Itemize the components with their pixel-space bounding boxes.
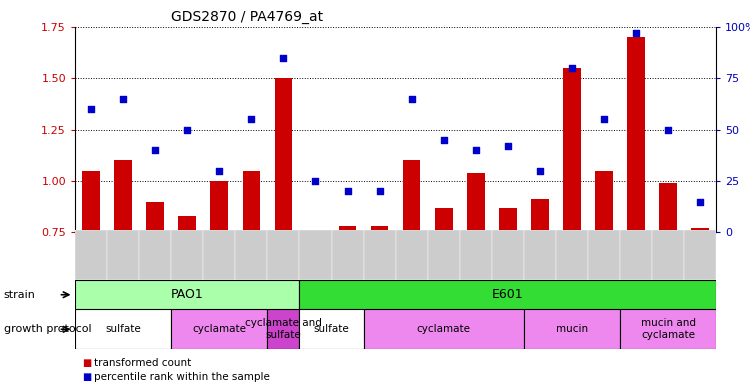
Point bbox=[662, 126, 674, 132]
Bar bbox=[556, 230, 588, 280]
Bar bbox=[403, 161, 421, 384]
Bar bbox=[307, 238, 324, 384]
Bar bbox=[171, 230, 203, 280]
Bar bbox=[620, 230, 652, 280]
Text: ■: ■ bbox=[82, 372, 92, 382]
Bar bbox=[396, 230, 427, 280]
Bar bbox=[267, 309, 299, 349]
Text: strain: strain bbox=[4, 290, 36, 300]
Text: transformed count: transformed count bbox=[94, 358, 191, 368]
Bar bbox=[435, 208, 452, 384]
Bar bbox=[299, 309, 364, 349]
Bar bbox=[467, 173, 484, 384]
Bar bbox=[692, 228, 709, 384]
Bar bbox=[652, 230, 684, 280]
Text: percentile rank within the sample: percentile rank within the sample bbox=[94, 372, 270, 382]
Text: ■: ■ bbox=[82, 358, 92, 368]
Bar bbox=[140, 230, 171, 280]
Bar bbox=[211, 181, 228, 384]
Bar bbox=[427, 230, 460, 280]
Point bbox=[438, 137, 450, 143]
Bar bbox=[171, 309, 267, 349]
Bar bbox=[596, 170, 613, 384]
Point bbox=[374, 188, 386, 194]
Point bbox=[630, 30, 642, 36]
Text: mucin: mucin bbox=[556, 324, 588, 334]
Bar bbox=[370, 226, 388, 384]
Bar bbox=[563, 68, 580, 384]
Text: mucin and
cyclamate: mucin and cyclamate bbox=[640, 318, 696, 340]
Point bbox=[598, 116, 610, 122]
Bar bbox=[524, 309, 620, 349]
Bar bbox=[332, 230, 364, 280]
Bar bbox=[82, 170, 100, 384]
Bar bbox=[499, 208, 517, 384]
Text: sulfate: sulfate bbox=[105, 324, 141, 334]
Text: cyclamate and
sulfate: cyclamate and sulfate bbox=[245, 318, 322, 340]
Bar bbox=[364, 230, 396, 280]
Bar bbox=[236, 230, 267, 280]
Point bbox=[117, 96, 129, 102]
Point bbox=[694, 199, 706, 205]
Bar bbox=[178, 216, 196, 384]
Text: sulfate: sulfate bbox=[314, 324, 350, 334]
Point bbox=[149, 147, 161, 153]
Bar bbox=[242, 170, 260, 384]
Bar bbox=[75, 309, 171, 349]
Bar bbox=[146, 202, 164, 384]
Point bbox=[278, 55, 290, 61]
Bar bbox=[492, 230, 524, 280]
Point bbox=[245, 116, 257, 122]
Bar bbox=[531, 199, 549, 384]
Bar bbox=[274, 78, 292, 384]
Text: GDS2870 / PA4769_at: GDS2870 / PA4769_at bbox=[171, 10, 323, 25]
Point bbox=[213, 167, 225, 174]
Point bbox=[534, 167, 546, 174]
Bar bbox=[267, 230, 299, 280]
Bar bbox=[107, 230, 140, 280]
Bar bbox=[460, 230, 492, 280]
Bar bbox=[75, 280, 299, 309]
Bar bbox=[114, 161, 132, 384]
Bar bbox=[620, 309, 716, 349]
Bar bbox=[299, 230, 332, 280]
Bar bbox=[684, 230, 716, 280]
Text: growth protocol: growth protocol bbox=[4, 324, 92, 334]
Bar bbox=[203, 230, 236, 280]
Point bbox=[566, 65, 578, 71]
Text: cyclamate: cyclamate bbox=[192, 324, 246, 334]
Point bbox=[502, 143, 514, 149]
Point bbox=[85, 106, 97, 112]
Point bbox=[310, 178, 322, 184]
Bar bbox=[364, 309, 524, 349]
Bar bbox=[524, 230, 556, 280]
Text: E601: E601 bbox=[492, 288, 524, 301]
Point bbox=[470, 147, 482, 153]
Bar bbox=[659, 183, 677, 384]
Bar bbox=[75, 230, 107, 280]
Point bbox=[341, 188, 353, 194]
Bar bbox=[339, 226, 356, 384]
Text: PAO1: PAO1 bbox=[171, 288, 203, 301]
Bar bbox=[299, 280, 716, 309]
Text: cyclamate: cyclamate bbox=[417, 324, 471, 334]
Bar bbox=[627, 37, 645, 384]
Point bbox=[406, 96, 418, 102]
Bar bbox=[588, 230, 620, 280]
Point bbox=[182, 126, 194, 132]
